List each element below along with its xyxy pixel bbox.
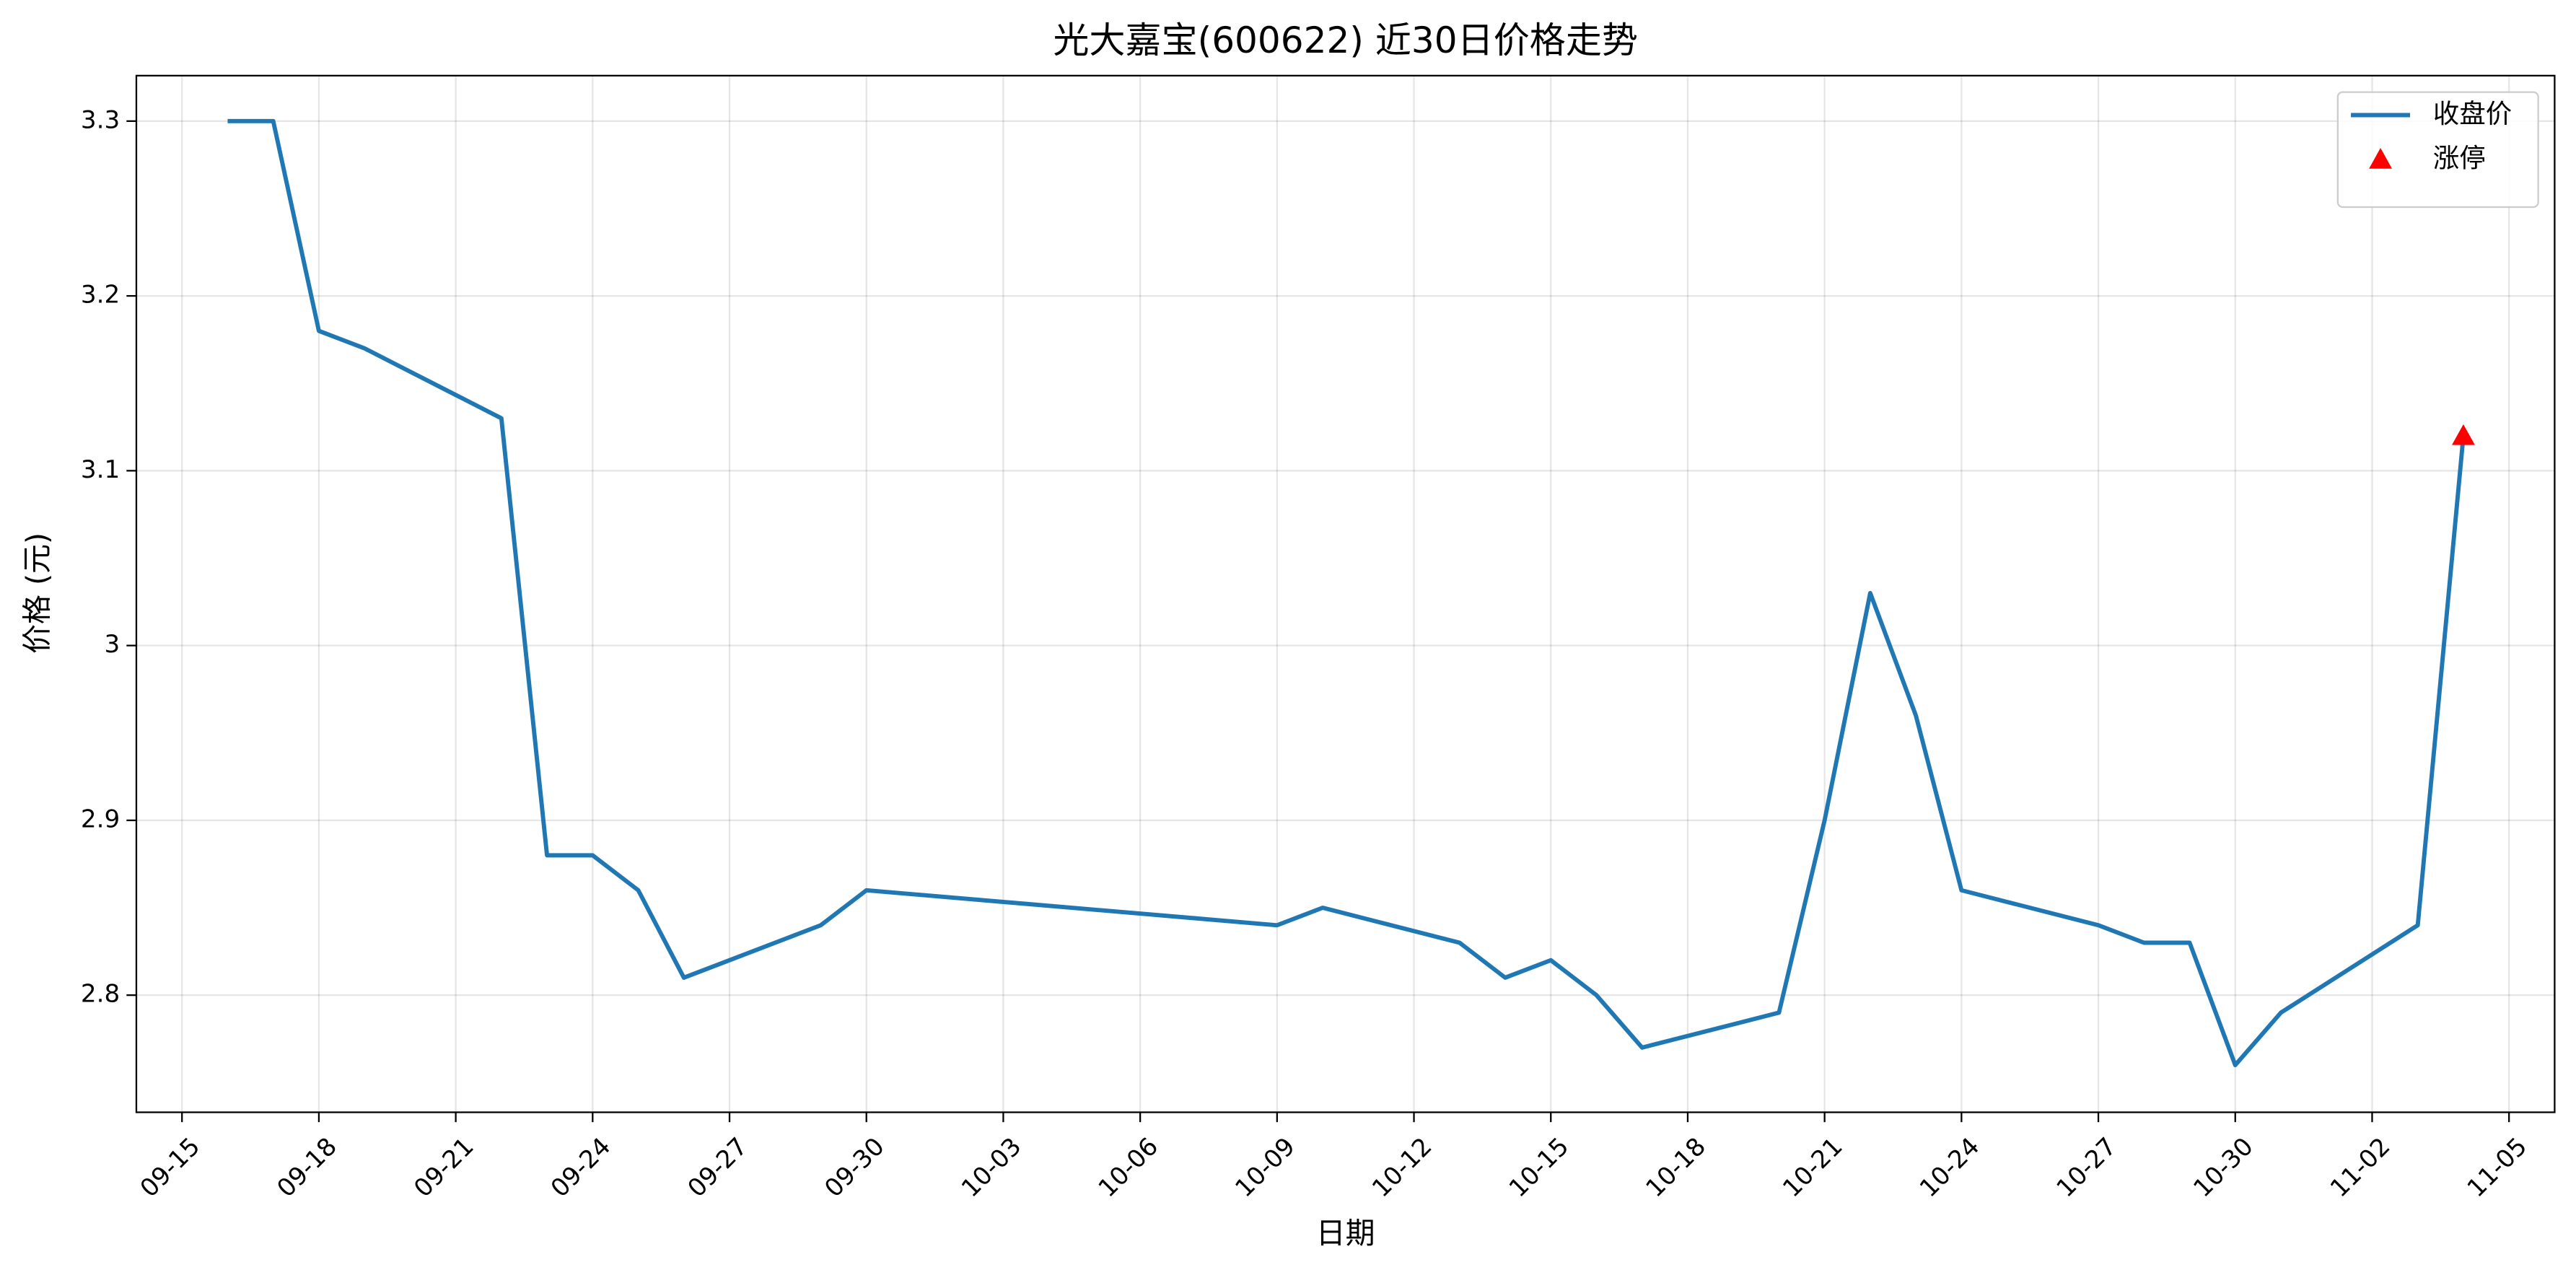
legend-label: 收盘价 bbox=[2433, 98, 2512, 129]
x-tick-label: 11-05 bbox=[2462, 1132, 2533, 1203]
plot-frame bbox=[135, 74, 2556, 1113]
x-tick-label: 10-15 bbox=[1504, 1132, 1574, 1203]
price-line bbox=[227, 118, 2466, 1068]
x-axis-label: 日期 bbox=[1316, 1216, 1375, 1250]
x-tick-label: 09-18 bbox=[271, 1132, 342, 1203]
y-tick-label: 3.3 bbox=[81, 105, 120, 134]
x-tick-label: 09-30 bbox=[819, 1132, 890, 1203]
x-tick-label: 10-03 bbox=[956, 1132, 1027, 1203]
x-tick-label: 10-27 bbox=[2051, 1132, 2122, 1203]
x-tick-label: 10-12 bbox=[1367, 1132, 1437, 1203]
chart-title: 光大嘉宝(600622) 近30日价格走势 bbox=[1053, 19, 1638, 61]
limit-up-marker bbox=[2451, 424, 2475, 445]
x-tick-label: 10-21 bbox=[1777, 1132, 1848, 1203]
x-tick-label: 11-02 bbox=[2325, 1132, 2396, 1203]
x-tick-label: 10-09 bbox=[1230, 1132, 1300, 1203]
x-tick-label: 09-24 bbox=[546, 1132, 616, 1203]
y-axis-label: 价格 (元) bbox=[20, 533, 55, 654]
legend-box bbox=[2336, 91, 2539, 209]
x-tick-label: 10-06 bbox=[1093, 1132, 1164, 1203]
legend-label: 涨停 bbox=[2433, 142, 2486, 173]
x-tick-label: 10-30 bbox=[2188, 1132, 2259, 1203]
x-tick-label: 09-27 bbox=[683, 1132, 753, 1203]
y-tick-label: 2.8 bbox=[81, 980, 120, 1009]
y-tick-label: 3.1 bbox=[81, 455, 120, 484]
legend-marker bbox=[2369, 148, 2392, 169]
x-tick-label: 09-21 bbox=[408, 1132, 479, 1203]
y-tick-label: 2.9 bbox=[81, 805, 120, 833]
x-tick-label: 09-15 bbox=[135, 1132, 206, 1203]
y-tick-label: 3.2 bbox=[81, 281, 120, 310]
x-tick-label: 10-18 bbox=[1641, 1132, 1712, 1203]
x-tick-label: 10-24 bbox=[1914, 1132, 1985, 1203]
y-tick-label: 3 bbox=[104, 630, 120, 659]
